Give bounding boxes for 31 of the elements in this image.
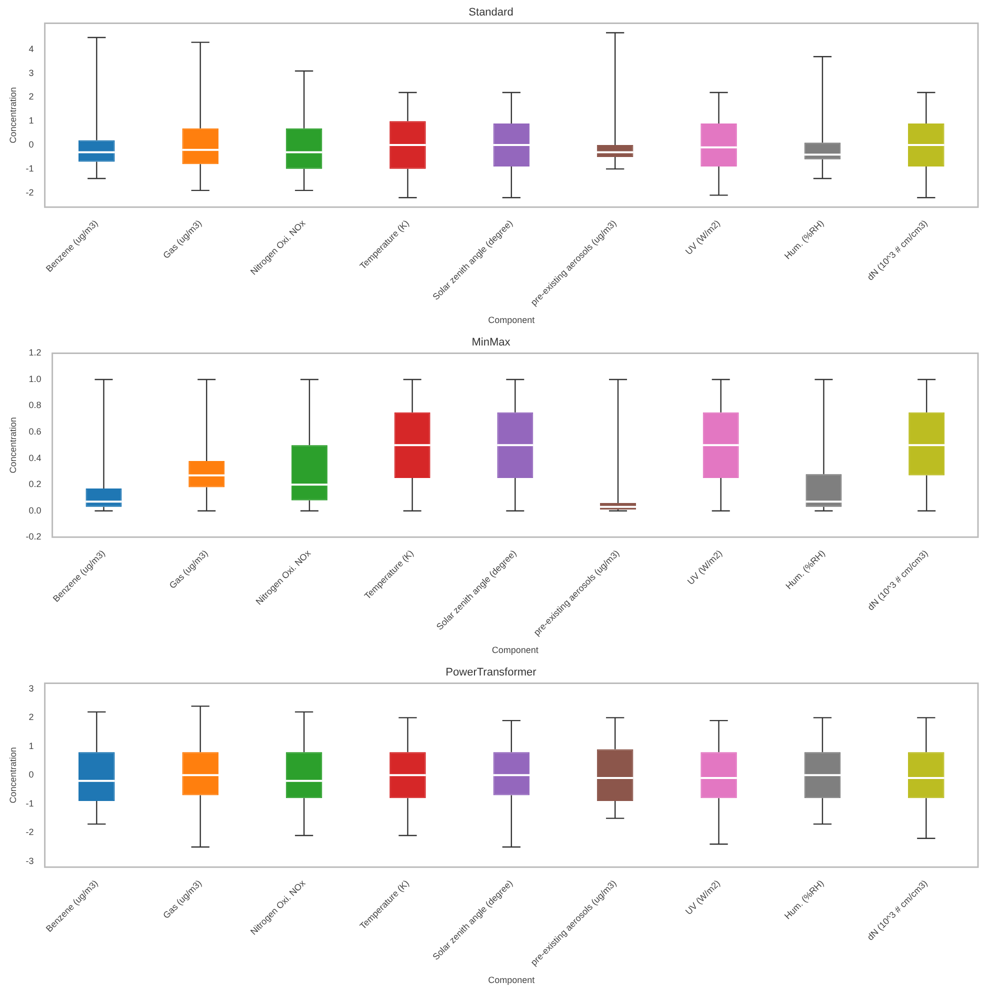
x-axis-title: Component [488,315,536,326]
y-axis-title: Concentration [8,417,18,474]
y-tick-label: -0.2 [26,532,42,542]
y-tick-label: 0 [28,140,34,150]
chart-title: MinMax [472,336,511,349]
y-tick-label: 1 [28,740,34,751]
y-tick-label: -1 [26,163,34,174]
y-tick-label: 4 [28,44,34,54]
y-tick-label: 2 [28,92,34,102]
chart-title: PowerTransformer [446,666,537,679]
y-tick-label: 2 [28,712,34,722]
y-tick-label: 0.4 [28,452,42,463]
y-tick-label: 1 [28,116,34,126]
y-axis-title: Concentration [8,747,18,804]
y-tick-label: 1.2 [28,348,42,358]
y-tick-label: -3 [26,856,34,866]
y-tick-label: -1 [26,798,34,808]
y-tick-label: 0.6 [28,426,42,437]
x-axis-title: Component [488,975,536,986]
y-tick-label: 0 [28,770,34,780]
y-tick-label: 1.0 [28,374,42,384]
y-tick-label: 3 [28,683,34,694]
chart-title: Standard [468,6,514,19]
y-axis-title: Concentration [8,87,18,144]
y-tick-label: -2 [26,187,34,198]
x-axis-title: Component [492,645,539,656]
y-tick-label: -2 [26,827,34,838]
y-tick-label: 0.0 [28,505,42,516]
y-tick-label: 3 [28,68,34,78]
y-tick-label: 0.8 [28,400,42,410]
y-tick-label: 0.2 [28,479,42,490]
